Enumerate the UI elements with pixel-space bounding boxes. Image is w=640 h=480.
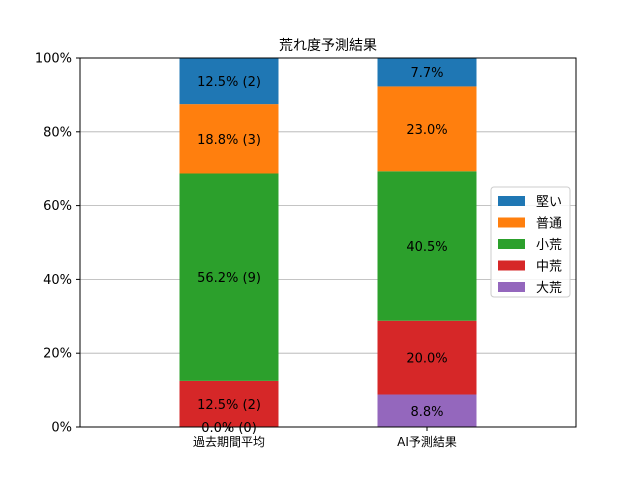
data-label: 8.8% [410, 405, 443, 420]
legend-swatch [498, 282, 525, 292]
legend-swatch [498, 239, 525, 249]
plot-frame [79, 57, 577, 428]
legend-label: 大荒 [536, 281, 562, 296]
data-label: 56.2% (9) [197, 271, 261, 286]
bar-segment [377, 58, 477, 87]
data-label: 20.0% [406, 352, 447, 367]
legend-swatch [498, 217, 525, 228]
legend-label: 小荒 [536, 238, 562, 253]
bars [179, 58, 477, 427]
bar-segment [377, 171, 477, 321]
axes: 0% 20% 40% 60% 80% 100% 過去期間平均 AI予測結果 [35, 52, 457, 450]
y-tick-label: 100% [35, 52, 72, 67]
bar-segment [377, 320, 477, 395]
bar-segment [179, 58, 279, 105]
chart-title: 荒れ度予測結果 [279, 38, 377, 54]
data-label: 23.0% [406, 123, 447, 138]
bar-segment [179, 173, 279, 381]
x-tick-label: 過去期間平均 [193, 435, 265, 449]
data-label: 18.8% (3) [197, 133, 261, 148]
data-label: 7.7% [410, 66, 443, 81]
bar-segment [377, 86, 477, 172]
bar-segment [377, 394, 477, 427]
legend-label: 普通 [536, 217, 562, 232]
y-tick-label: 40% [43, 273, 72, 288]
legend-swatch [498, 196, 525, 206]
legend-label: 堅い [536, 195, 562, 210]
data-label: 12.5% (2) [197, 75, 261, 90]
y-tick-label: 60% [43, 199, 72, 214]
legend-swatch [498, 260, 525, 271]
legend-label: 中荒 [536, 260, 562, 275]
data-label: 12.5% (2) [197, 398, 261, 413]
data-label: 40.5% [406, 240, 447, 255]
y-tick-label: 80% [43, 125, 72, 140]
data-labels: 0.0% (0)12.5% (2)56.2% (9)18.8% (3)12.5%… [197, 66, 448, 436]
y-tick-label: 0% [51, 421, 72, 436]
y-tick-label: 20% [43, 347, 72, 362]
bar-segment [179, 380, 279, 427]
x-tick-label: AI予測結果 [397, 435, 457, 449]
bar-segment [179, 104, 279, 174]
